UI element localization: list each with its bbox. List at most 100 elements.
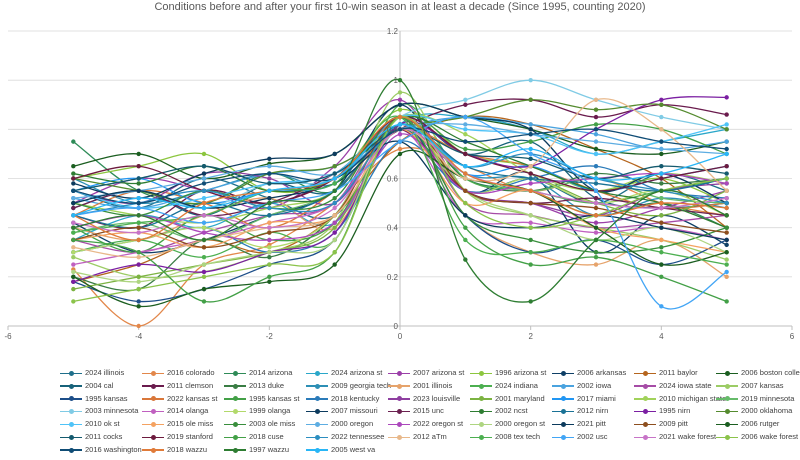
data-point-2018-cuse--4 bbox=[136, 250, 141, 255]
series-2018-wazzu bbox=[71, 114, 729, 243]
legend-marker bbox=[642, 383, 648, 389]
data-point-2000-oregon-st--2 bbox=[267, 250, 272, 255]
data-point-2000-oklahoma-5 bbox=[724, 127, 729, 132]
data-point-2015-ole-miss--2 bbox=[267, 220, 272, 225]
data-point-2021-wake-forest--3 bbox=[201, 213, 207, 218]
legend-marker bbox=[232, 396, 238, 402]
legend-marker bbox=[68, 396, 74, 402]
legend-item-1996-arizona-st: 1996 arizona st bbox=[470, 367, 605, 379]
data-point-2018-cuse--5 bbox=[71, 237, 76, 243]
legend-item-2013-duke: 2013 duke bbox=[224, 380, 359, 392]
legend-label: 2006 wake forest bbox=[741, 432, 799, 441]
data-point-2000-oregon--5 bbox=[71, 195, 76, 201]
legend-label: 2004 cal bbox=[85, 380, 114, 390]
data-point-1997-wazzu-1 bbox=[463, 257, 468, 262]
data-point-2006-wake-forest--1 bbox=[332, 250, 337, 255]
legend-marker bbox=[642, 409, 648, 415]
legend-label: 2007 kansas bbox=[741, 380, 784, 390]
series-line-1997-wazzu bbox=[73, 78, 727, 303]
legend-item-2016-colorado: 2016 colorado bbox=[142, 367, 277, 379]
data-point-2018-wazzu-3 bbox=[593, 213, 599, 218]
legend-label: 2007 arizona st bbox=[413, 368, 465, 377]
legend-marker bbox=[232, 434, 238, 440]
legend-marker bbox=[314, 421, 320, 427]
legend-item-2007-missouri: 2007 missouri bbox=[306, 405, 441, 417]
data-point-2013-duke--2 bbox=[267, 254, 272, 260]
chart-plot: 0 0.2 0.4 0.6 0.8 1 1.2 -6 -4 -2 0 2 4 6 bbox=[4, 27, 794, 341]
data-point-2016-washington-2 bbox=[528, 132, 533, 137]
legend-marker bbox=[314, 370, 320, 376]
data-point-2011-cocks-5 bbox=[724, 171, 729, 176]
legend-label: 1995 nirn bbox=[659, 406, 691, 416]
data-point-2019-minnesota-4 bbox=[659, 195, 664, 201]
legend-item-2021-pitt: 2021 pitt bbox=[552, 418, 687, 430]
legend-marker bbox=[478, 409, 484, 415]
data-point-2016-washington--3 bbox=[201, 181, 207, 186]
data-point-2015-unc--5 bbox=[71, 205, 76, 211]
legend-item-2011-clemson: 2011 clemson bbox=[142, 380, 277, 392]
legend-label: 2001 illinois bbox=[413, 380, 453, 390]
data-point-2012-atm--4 bbox=[136, 254, 141, 260]
legend-item-1999-olanga: 1999 olanga bbox=[224, 405, 359, 417]
legend-item-2007-kansas: 2007 kansas bbox=[716, 380, 800, 392]
legend-marker bbox=[560, 409, 566, 415]
chart-title: Conditions before and after your first 1… bbox=[154, 1, 646, 13]
data-point-2023-louisville--2 bbox=[267, 176, 272, 181]
legend-label: 2018 kentucky bbox=[331, 393, 380, 403]
data-point-2022-oregon-st--3 bbox=[201, 230, 207, 235]
legend-marker bbox=[68, 447, 74, 453]
legend-item-2002-usc: 2002 usc bbox=[552, 431, 687, 443]
legend-label: 1999 olanga bbox=[249, 406, 291, 416]
data-point-2019-stanford-5 bbox=[724, 164, 729, 169]
data-point-2002-usc-5 bbox=[724, 269, 729, 275]
data-point-2012-atm-1 bbox=[463, 176, 468, 181]
legend-item-2003-minnesota: 2003 minnesota bbox=[60, 405, 195, 417]
data-point-2005-west-va--3 bbox=[201, 205, 207, 211]
data-point-2006-rutger--4 bbox=[136, 304, 141, 309]
data-point-2021-pitt--4 bbox=[136, 188, 141, 193]
data-point-2012-atm--1 bbox=[332, 213, 337, 218]
data-point-2012-nirn-3 bbox=[593, 181, 599, 186]
legend-label: 2002 ncst bbox=[495, 406, 528, 416]
data-point-2018-wazzu-1 bbox=[463, 171, 468, 176]
legend-marker bbox=[150, 447, 156, 453]
x-tick-label: 2 bbox=[528, 332, 533, 341]
data-point-2011-cocks--2 bbox=[267, 181, 272, 186]
data-point-2021-pitt-5 bbox=[724, 237, 729, 243]
legend-label: 2018 wazzu bbox=[167, 444, 208, 454]
legend-label: 2022 tennessee bbox=[331, 432, 385, 441]
legend-label: 2019 minnesota bbox=[741, 393, 795, 403]
legend-label: 2000 oregon bbox=[331, 419, 374, 429]
legend-label: 2003 ole miss bbox=[249, 419, 296, 429]
data-point-2018-wazzu-2 bbox=[528, 188, 533, 193]
legend-item-2019-stanford: 2019 stanford bbox=[142, 431, 277, 443]
data-point-2000-oregon-st--5 bbox=[71, 269, 76, 275]
data-point-2002-iowa-5 bbox=[724, 139, 729, 144]
legend-marker bbox=[560, 421, 566, 427]
data-point-2001-maryland--5 bbox=[71, 286, 76, 292]
legend-marker bbox=[724, 409, 730, 415]
data-point-2002-usc-2 bbox=[528, 151, 533, 157]
data-point-2009-pitt-3 bbox=[593, 205, 599, 211]
data-point-1997-wazzu--5 bbox=[71, 225, 76, 230]
legend-item-2007-arizona-st: 2007 arizona st bbox=[388, 367, 523, 379]
legend-item-2000-oregon: 2000 oregon bbox=[306, 418, 441, 430]
legend-marker bbox=[724, 383, 730, 389]
data-point-2012-atm-4 bbox=[659, 127, 664, 132]
data-point-2005-west-va--5 bbox=[71, 213, 76, 218]
data-point-2008-tex-tech-4 bbox=[659, 250, 664, 255]
data-point-2018-wazzu-4 bbox=[659, 200, 664, 206]
data-point-2006-rutger-3 bbox=[593, 225, 599, 230]
data-point-2007-missouri-0 bbox=[397, 102, 403, 107]
legend-marker bbox=[396, 434, 402, 440]
data-point-2021-pitt--2 bbox=[267, 195, 272, 201]
legend-item-1997-wazzu: 1997 wazzu bbox=[224, 444, 359, 456]
data-point-2015-unc-3 bbox=[593, 195, 599, 201]
data-point-2016-washington-5 bbox=[724, 146, 729, 152]
data-point-2021-wake-forest-4 bbox=[659, 205, 664, 211]
legend-marker bbox=[68, 383, 74, 389]
data-point-2009-pitt-1 bbox=[463, 188, 468, 193]
data-point-2005-west-va-2 bbox=[528, 146, 533, 152]
data-point-2000-oregon-3 bbox=[593, 139, 599, 144]
data-point-2018-cuse-3 bbox=[593, 254, 599, 260]
